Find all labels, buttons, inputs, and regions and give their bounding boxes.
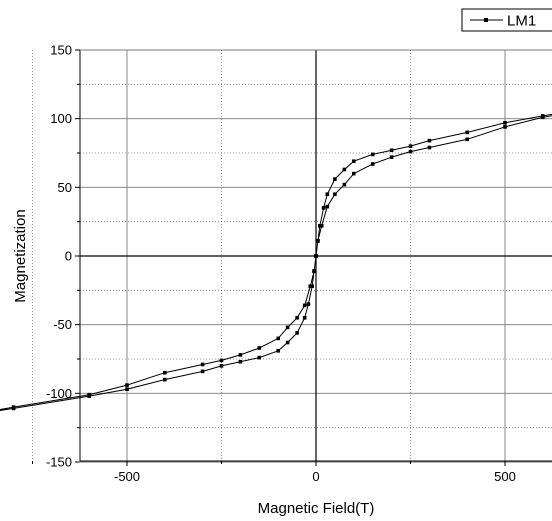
data-point [257, 346, 262, 350]
data-point [125, 387, 129, 391]
data-point [257, 355, 262, 360]
data-point [427, 138, 432, 143]
data-point [200, 369, 205, 374]
data-point [333, 177, 337, 181]
data-point [285, 340, 290, 345]
data-point [342, 167, 347, 172]
data-point [321, 206, 326, 210]
data-point [427, 145, 432, 150]
data-point [319, 224, 324, 228]
data-point [352, 171, 356, 176]
data-point [325, 204, 330, 209]
data-point [465, 137, 469, 142]
y-axis-title: Magnetization [12, 209, 29, 302]
data-point [408, 149, 413, 154]
data-point [318, 224, 322, 228]
y-tick-label: 150 [50, 43, 72, 58]
data-point [163, 370, 167, 375]
data-point [389, 155, 394, 159]
data-point [342, 182, 347, 187]
data-point [295, 331, 299, 335]
data-point [308, 284, 313, 288]
data-point [219, 364, 224, 368]
x-tick-label: 0 [312, 469, 319, 484]
data-point [314, 254, 318, 258]
data-point [238, 359, 243, 364]
data-point [285, 325, 290, 330]
data-point [200, 362, 205, 367]
series-line [0, 113, 552, 412]
data-point [238, 353, 243, 357]
y-tick-label: -50 [53, 317, 72, 332]
y-tick-label: -150 [46, 455, 72, 470]
x-axis-ticks: -1000-50005001000 [32, 461, 516, 484]
data-point [325, 192, 330, 196]
data-point [310, 284, 314, 288]
data-point [312, 269, 316, 273]
data-point [370, 162, 375, 166]
data-point [541, 115, 545, 120]
data-point [302, 316, 307, 320]
y-tick-label: 0 [65, 249, 72, 264]
x-tick-label: -500 [114, 469, 140, 484]
data-point [11, 406, 16, 411]
data-point [219, 358, 224, 363]
data-point [276, 336, 280, 341]
y-tick-label: 100 [50, 111, 72, 126]
data-point [370, 152, 375, 157]
data-point [125, 383, 129, 387]
y-tick-label: 50 [58, 180, 72, 195]
x-axis-title: Magnetic Field(T) [258, 500, 375, 517]
data-point [163, 377, 167, 382]
y-tick-label: -100 [46, 386, 72, 401]
data-point [302, 303, 307, 308]
data-point [87, 394, 91, 398]
data-point [306, 302, 311, 306]
data-point [465, 130, 469, 135]
x-tick-label: 500 [494, 469, 516, 484]
data-point [503, 125, 507, 129]
data-point [408, 144, 413, 148]
data-point [316, 239, 320, 243]
series-group [0, 113, 552, 412]
legend: LM1 [461, 8, 552, 32]
legend-marker-swatch [484, 18, 488, 22]
y-axis-ticks: -150 -100 -50 0 50 100 150 [46, 43, 80, 470]
data-point [333, 192, 337, 196]
data-point [352, 159, 356, 163]
data-point [276, 349, 280, 353]
data-point [389, 148, 394, 153]
legend-label: LM1 [507, 13, 536, 30]
legend-box [461, 8, 552, 32]
data-point [295, 316, 299, 320]
data-point [503, 121, 507, 125]
